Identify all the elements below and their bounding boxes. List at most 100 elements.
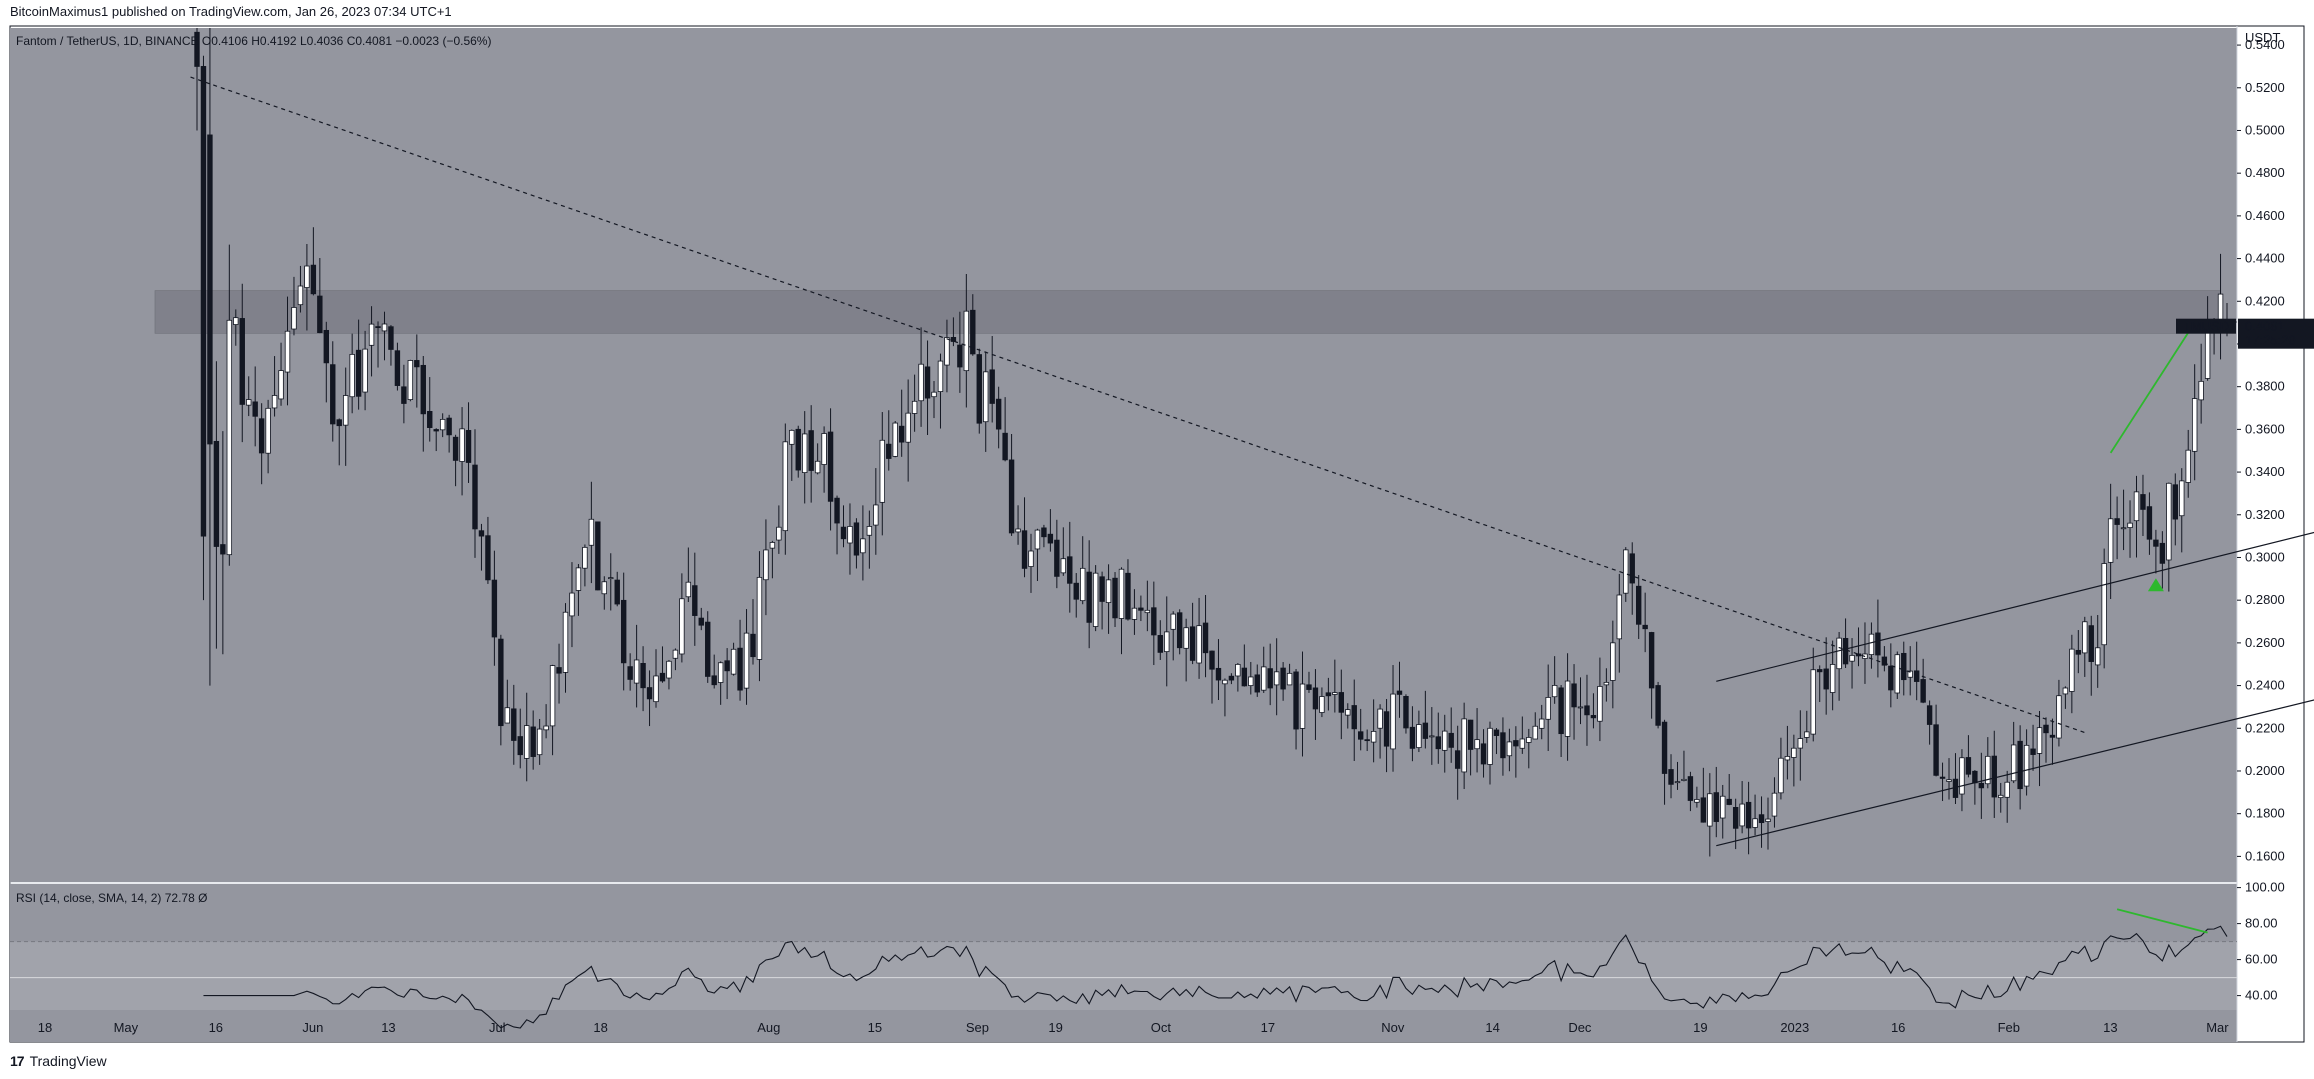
candle-body [1836, 637, 1842, 670]
symbol-legend: Fantom / TetherUS, 1D, BINANCE O0.4106 H… [16, 34, 491, 48]
candle-body [944, 337, 950, 366]
candle-body [1978, 782, 1985, 789]
candle-body [1286, 672, 1293, 686]
candle-body [1959, 757, 1965, 795]
candle-body [2191, 398, 2198, 452]
candle-body [536, 728, 543, 756]
candle-body [304, 265, 310, 288]
candle-body [595, 521, 601, 591]
candle-body [1745, 801, 1752, 829]
candle-body [1635, 585, 1642, 625]
candle-body [2069, 648, 2075, 692]
candle-body [530, 726, 536, 757]
candle-body [1435, 736, 1441, 750]
time-tick-label: Aug [757, 1020, 780, 1035]
tradingview-footer[interactable]: 17 TradingView [10, 1053, 107, 1069]
candle-body [614, 579, 620, 605]
candle-body [1047, 533, 1054, 544]
candle-body [1629, 553, 1635, 584]
candle-body [233, 317, 239, 325]
candle-body [1176, 612, 1183, 649]
rsi-line [203, 925, 2228, 1029]
candle-body [957, 344, 963, 368]
candle-body [2049, 734, 2056, 738]
candle-body [1616, 594, 1622, 640]
time-tick-label: 18 [593, 1020, 607, 1035]
candle-body [375, 326, 381, 329]
candle-body [317, 295, 323, 334]
candle-body [847, 526, 853, 544]
candle-body [414, 360, 420, 368]
candle-body [2120, 527, 2127, 530]
candle-body [1564, 680, 1571, 737]
candle-body [1681, 778, 1687, 781]
candle-body [756, 576, 763, 660]
candle-body [1364, 739, 1370, 742]
price-tick-label: 0.4200 [2245, 293, 2285, 308]
price-badge [2238, 318, 2314, 349]
price-tick-label: 0.2600 [2245, 635, 2285, 650]
candle-body [802, 433, 808, 474]
candle-body [711, 675, 717, 686]
candle-body [1778, 757, 1784, 794]
candle-body [2153, 539, 2159, 547]
time-tick-label: 16 [209, 1020, 223, 1035]
candle-body [439, 418, 446, 431]
price-tick-label: 0.2000 [2245, 763, 2285, 778]
time-tick-label: Oct [1151, 1020, 1172, 1035]
candle-body [491, 579, 498, 638]
candle-body [911, 400, 918, 414]
candle-body [1946, 779, 1952, 782]
price-badge-value: 0.4081 [2245, 319, 2285, 334]
candle-body [1332, 692, 1338, 695]
candle-body [220, 544, 226, 555]
candle-body [355, 349, 362, 397]
candle-body [239, 318, 245, 405]
candle-body [730, 648, 737, 675]
time-tick-label: 16 [1891, 1020, 1905, 1035]
candle-body [330, 364, 336, 425]
candle-body [1183, 627, 1189, 649]
candle-body [1907, 670, 1913, 678]
candle-body [1597, 686, 1603, 722]
candle-body [679, 598, 685, 655]
candle-body [1623, 549, 1629, 594]
candle-body [976, 354, 982, 424]
candle-body [401, 386, 407, 404]
candle-body [1118, 568, 1125, 619]
candle-body [1429, 735, 1435, 738]
candle-body [640, 662, 646, 689]
rsi-legend: RSI (14, close, SMA, 14, 2) 72.78 Ø [16, 891, 207, 905]
price-tick-label: 0.3200 [2245, 507, 2285, 522]
candle-body [743, 632, 750, 689]
candle-body [659, 672, 666, 682]
candle-body [1060, 558, 1067, 574]
candle-body [427, 410, 433, 428]
candle-body [1448, 732, 1454, 748]
candle-body [983, 371, 989, 423]
candle-body [1028, 550, 1034, 567]
candle-body [2159, 542, 2166, 564]
candle-body [1493, 729, 1500, 736]
candle-body [2140, 494, 2146, 510]
candle-body [2036, 727, 2043, 754]
candle-body [2095, 647, 2101, 666]
candle-body [517, 736, 523, 756]
time-tick-label: May [114, 1020, 139, 1035]
candle-body [1939, 776, 1946, 779]
candle-body [1442, 730, 1448, 751]
candle-body [252, 401, 258, 417]
candle-body [213, 440, 220, 547]
candle-body [1590, 715, 1597, 719]
candle-body [265, 407, 271, 454]
channel-upper-line [1716, 531, 2314, 682]
candle-body [886, 443, 892, 459]
candle-body [1254, 674, 1260, 693]
candle-body [504, 707, 511, 724]
candle-body [1972, 770, 1978, 784]
candle-body [1694, 799, 1700, 803]
candle-body [950, 337, 957, 342]
candle-body [446, 417, 452, 436]
candle-body [433, 429, 439, 432]
